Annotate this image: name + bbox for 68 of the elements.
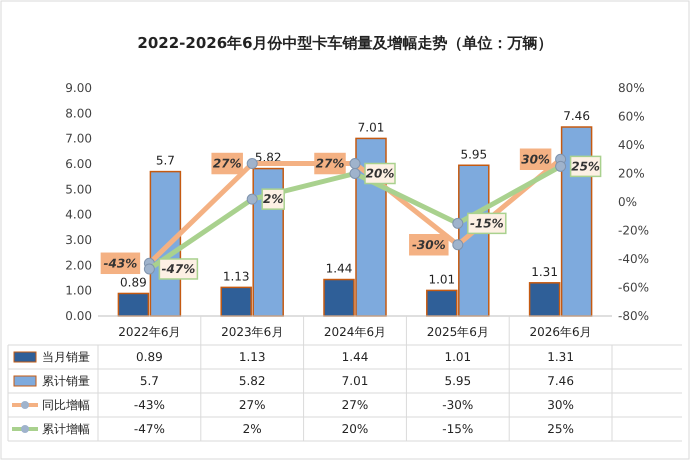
y-tick-label: 6.00	[65, 157, 92, 171]
data-label: 30%	[547, 398, 574, 412]
text: 20%	[366, 166, 394, 180]
data-label: 20%	[342, 422, 368, 436]
data-label: 5.95	[444, 374, 472, 388]
y2-tick-label: -80%	[618, 309, 650, 323]
y2-tick-label: -40%	[618, 252, 650, 266]
data-label: 5.82	[238, 374, 266, 388]
y-tick-label: 1.00	[65, 284, 92, 298]
x-tick-label: 2022年6月	[118, 325, 180, 339]
text: 1.01	[428, 272, 456, 286]
y-tick-label: 3.00	[65, 233, 92, 247]
legend-label: 当月销量	[42, 350, 90, 364]
text: 27%	[212, 156, 242, 171]
y2-tick-label: 0%	[618, 195, 638, 209]
text: 1.31	[531, 264, 558, 279]
text: -47%	[162, 262, 196, 276]
data-label: 1.44	[342, 350, 368, 364]
legend-label: 累计销量	[42, 374, 90, 388]
data-label: 7.46	[547, 374, 574, 388]
data-label: -30%	[442, 398, 474, 412]
data-label: 25%	[547, 422, 574, 436]
text: 27%	[316, 156, 344, 171]
legend-label: 同比增幅	[42, 398, 90, 412]
text: 2%	[263, 192, 284, 206]
y-tick-label: 2.00	[65, 258, 92, 272]
text: 1.44	[326, 262, 352, 276]
x-tick-label: 2023年6月	[221, 325, 284, 339]
text: -43%	[104, 256, 138, 270]
y2-tick-label: 20%	[618, 166, 645, 180]
data-label: 27%	[238, 398, 266, 412]
x-tick-label: 2024年6月	[324, 325, 386, 339]
y2-tick-label: 80%	[618, 81, 645, 95]
y2-tick-label: -20%	[618, 224, 650, 238]
text: 7.01	[358, 120, 384, 134]
y-tick-label: 9.00	[65, 81, 92, 95]
y-tick-label: 8.00	[65, 106, 92, 120]
text: 5.7	[156, 154, 175, 168]
text: -30%	[412, 238, 446, 252]
data-label: 0.89	[136, 350, 163, 364]
text: 5.95	[460, 147, 488, 162]
data-label: -43%	[134, 398, 165, 412]
data-label: 27%	[342, 398, 368, 412]
y-tick-label: 5.00	[65, 182, 92, 196]
chart-title: 2022-2026年6月份中型卡车销量及增幅走势（单位：万辆）	[137, 34, 553, 52]
text: -15%	[470, 216, 504, 230]
text: 1.13	[222, 269, 250, 284]
data-label: 1.31	[547, 350, 574, 364]
y-tick-label: 7.00	[65, 132, 92, 146]
data-label: 1.13	[238, 350, 266, 364]
data-label: 7.01	[342, 374, 368, 388]
data-label: -15%	[442, 422, 474, 436]
data-label: -47%	[134, 422, 165, 436]
y2-tick-label: -60%	[618, 280, 650, 294]
y-tick-label: 4.00	[65, 208, 92, 222]
y2-tick-label: 40%	[618, 138, 645, 152]
y2-tick-label: 60%	[618, 110, 645, 124]
x-tick-label: 2026年6月	[530, 325, 592, 339]
legend-label: 累计增幅	[42, 422, 90, 436]
text: 25%	[571, 159, 600, 174]
data-label: 2%	[242, 422, 262, 436]
y-tick-label: 0.00	[65, 309, 92, 323]
data-label: 1.01	[444, 350, 472, 364]
text: 7.46	[563, 109, 590, 124]
data-label: 5.7	[140, 374, 159, 388]
text: 30%	[521, 152, 550, 166]
text: 0.89	[120, 275, 147, 290]
x-tick-label: 2025年6月	[426, 325, 489, 339]
